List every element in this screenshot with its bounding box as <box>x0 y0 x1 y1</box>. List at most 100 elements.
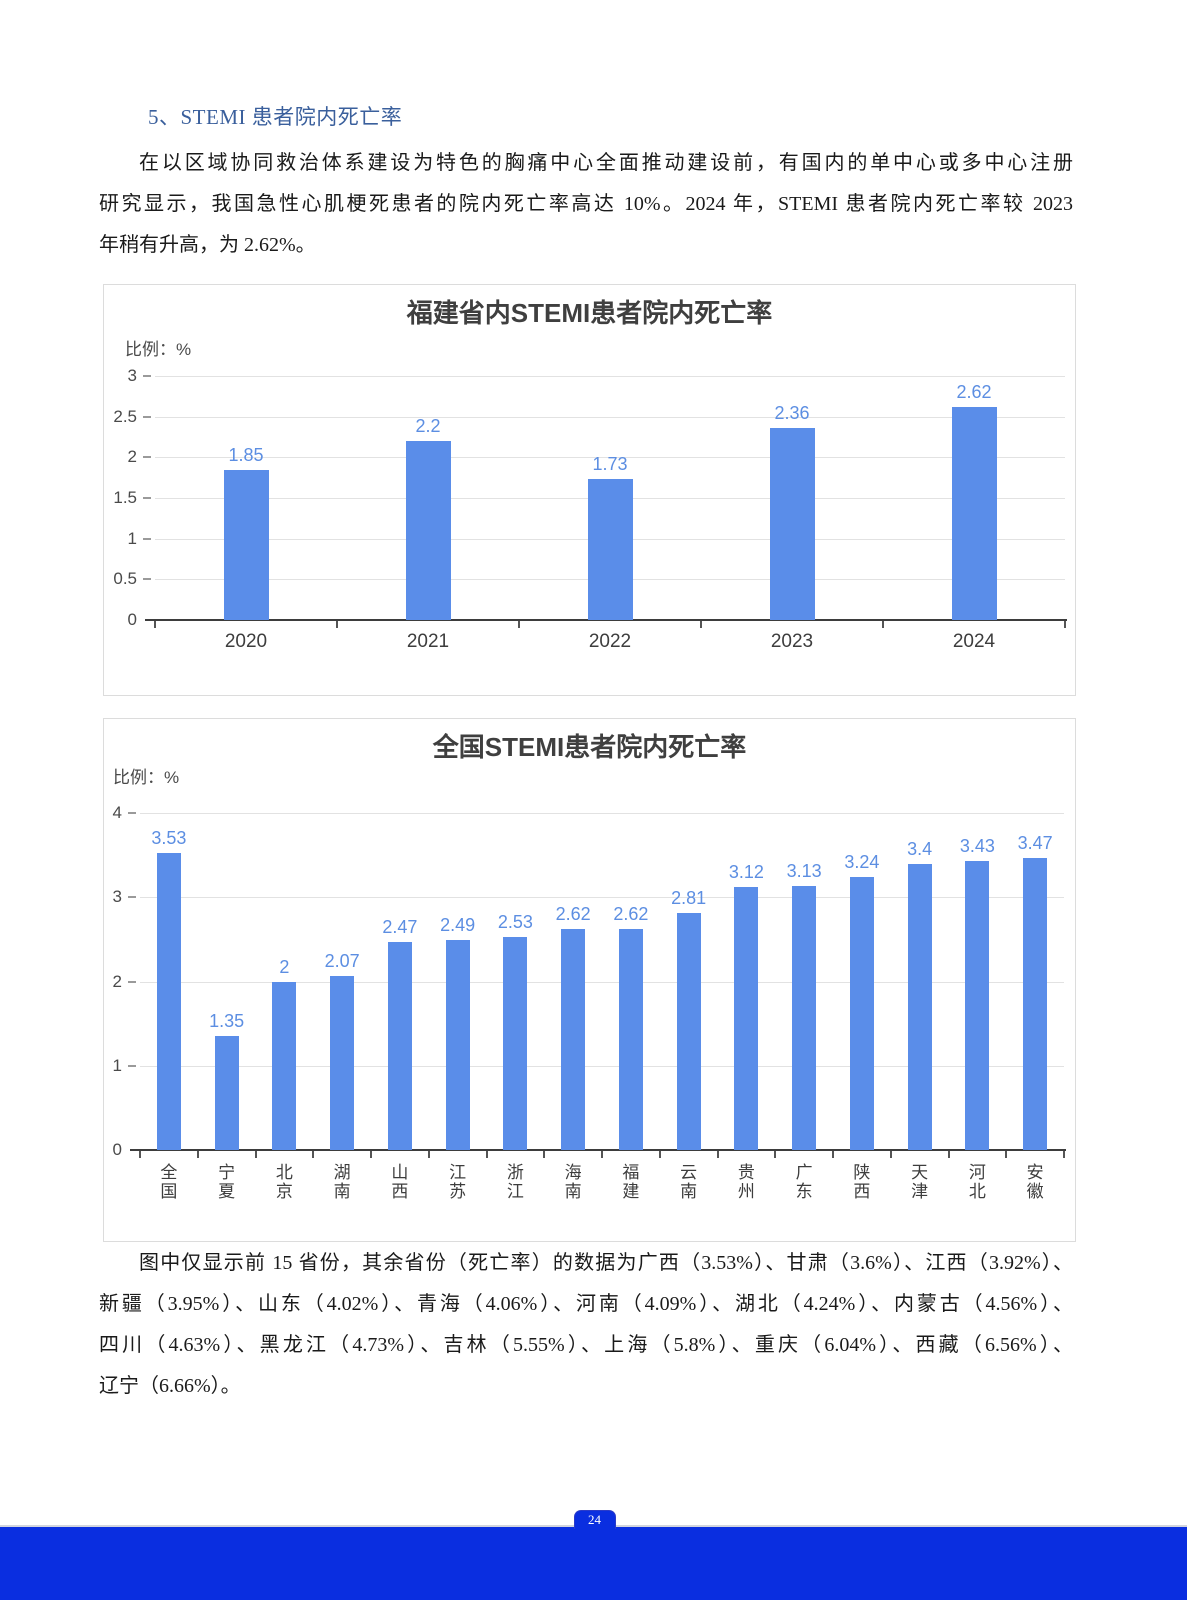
y-tick-label: 2 <box>127 447 137 467</box>
x-category-label: 贵 州 <box>737 1163 755 1201</box>
bar-value-label: 1.85 <box>228 444 264 465</box>
y-tick-mark <box>143 456 151 459</box>
chart-title: 全国STEMI患者院内死亡率 <box>432 732 747 762</box>
bar-value-label: 2.53 <box>497 911 533 932</box>
y-tick-label: 1 <box>127 528 137 548</box>
bar <box>618 929 643 1150</box>
x-category-label: 河 北 <box>968 1163 986 1201</box>
paragraph-line: 图中仅显示前 15 省份，其余省份（死亡率）的数据为广西（3.53%）、甘肃（3… <box>139 1252 1073 1274</box>
y-tick-label: 3 <box>112 887 122 907</box>
y-tick-mark <box>128 812 136 814</box>
y-tick-mark <box>143 497 151 499</box>
x-category-label: 广 东 <box>795 1163 813 1201</box>
x-tick-mark <box>543 1151 546 1158</box>
bar-value-label: 3.12 <box>728 862 764 883</box>
x-tick-mark <box>312 1151 315 1158</box>
y-tick-mark <box>128 896 136 899</box>
page-number-tab: 24 <box>573 1510 616 1529</box>
note-paragraph: 图中仅显示前 15 省份，其余省份（死亡率）的数据为广西（3.53%）、甘肃（3… <box>99 1243 1073 1407</box>
x-tick-mark <box>1064 621 1066 628</box>
x-tick-mark <box>139 1151 141 1158</box>
paragraph-line: 新疆（3.95%）、山东（4.02%）、青海（4.06%）、河南（4.09%）、… <box>99 1293 1073 1315</box>
gridline <box>155 416 1065 418</box>
bar <box>387 941 412 1150</box>
bar-value-label: 3.53 <box>151 827 187 848</box>
y-tick-label: 0.5 <box>113 569 137 589</box>
bar <box>503 936 528 1150</box>
bar-value-label: 1.73 <box>592 454 628 475</box>
chart-plot-area: 0 1 2 3 4 3.53 全 国 1.35 宁 夏 2 北 京 2.07 湖 南 2.47 山 西 2.4… <box>104 719 1075 1241</box>
x-tick-mark <box>774 1151 777 1158</box>
bar <box>849 877 874 1150</box>
x-category-label: 陕 西 <box>853 1163 871 1201</box>
gridline <box>155 376 1065 377</box>
bar-value-label: 2 <box>279 956 290 977</box>
y-tick-mark <box>128 980 136 983</box>
bar <box>951 406 997 620</box>
bar <box>907 863 932 1150</box>
y-tick-label: 0 <box>112 1140 122 1159</box>
bar-value-label: 2.62 <box>613 904 649 925</box>
x-tick-mark <box>427 1151 430 1158</box>
x-category-label: 2022 <box>588 631 632 652</box>
bar-value-label: 3.4 <box>907 838 933 859</box>
x-category-label: 宁 夏 <box>218 1163 236 1201</box>
x-tick-mark <box>485 1151 488 1158</box>
x-tick-mark <box>716 1151 719 1158</box>
x-category-label: 2024 <box>952 631 996 652</box>
gridline <box>140 813 1064 814</box>
national-stemi-mortality-chart: 全国STEMI患者院内死亡率 比例：% 0 1 2 3 4 3.53 全 国 1.35 宁 夏 2… <box>103 718 1076 1242</box>
x-tick-mark <box>889 1151 892 1158</box>
paragraph-line: 在以区域协同救治体系建设为特色的胸痛中心全面推动建设前，有国内的单中心或多中心注… <box>139 152 1073 174</box>
bar-value-label: 1.35 <box>209 1011 245 1032</box>
y-tick-label: 1 <box>112 1055 122 1075</box>
x-category-label: 江 苏 <box>449 1163 467 1201</box>
paragraph-line: 研究显示，我国急性心肌梗死患者的院内死亡率高达 10%。2024 年，STEMI… <box>99 193 1073 215</box>
chart-title: 福建省内STEMI患者院内死亡率 <box>406 298 773 328</box>
bar <box>734 887 759 1150</box>
y-tick-mark <box>143 375 151 377</box>
bar <box>214 1036 239 1150</box>
bar <box>792 886 817 1150</box>
y-axis-unit-label: 比例：% <box>125 340 192 359</box>
y-tick-label: 3 <box>127 366 137 385</box>
x-category-label: 安 徽 <box>1026 1163 1044 1201</box>
x-category-label: 湖 南 <box>333 1163 351 1201</box>
x-tick-mark <box>882 621 884 628</box>
bar <box>769 428 815 620</box>
bar <box>405 441 451 620</box>
bar <box>445 940 470 1150</box>
x-category-label: 浙 江 <box>506 1163 524 1201</box>
page-number: 24 <box>588 1512 601 1527</box>
bar <box>330 975 355 1150</box>
x-category-label: 海 南 <box>564 1163 582 1201</box>
chart-plot-area: 0 0.5 1 1.5 2 2.5 3 1.85 2020 2.2 2021 1.73 2022 2.36… <box>104 285 1075 695</box>
x-tick-mark <box>154 621 156 628</box>
bar-value-label: 2.49 <box>440 915 476 936</box>
gridline <box>140 897 1064 899</box>
bar <box>965 861 990 1150</box>
x-tick-mark <box>1063 1151 1065 1158</box>
gridline <box>140 1065 1064 1067</box>
x-category-label: 山 西 <box>391 1163 409 1201</box>
x-category-label: 2021 <box>406 631 450 652</box>
x-axis-line <box>145 619 1067 621</box>
x-tick-mark <box>832 1151 834 1158</box>
bar-value-label: 3.24 <box>844 852 880 873</box>
paragraph-line: 辽宁（6.66%）。 <box>99 1375 241 1397</box>
y-tick-label: 2 <box>112 971 122 991</box>
bar-value-label: 2.81 <box>671 888 707 909</box>
section-heading: 5、STEMI 患者院内死亡率 <box>148 105 403 129</box>
bar <box>587 479 633 620</box>
bar-value-label: 2.2 <box>415 416 441 437</box>
y-tick-label: 4 <box>112 803 122 822</box>
x-tick-mark <box>700 621 702 628</box>
gridline <box>155 457 1065 459</box>
paragraph-line: 四川（4.63%）、黑龙江（4.73%）、吉林（5.55%）、上海（5.8%）、… <box>99 1334 1073 1356</box>
y-axis-unit-label: 比例：% <box>113 768 180 787</box>
x-tick-mark <box>254 1151 257 1158</box>
bar-value-label: 3.13 <box>786 861 822 882</box>
fujian-stemi-mortality-chart: 福建省内STEMI患者院内死亡率 比例：% 0 0.5 1 1.5 2 2.5 3 1.85 2… <box>103 284 1076 696</box>
bar-value-label: 2.47 <box>382 916 418 937</box>
